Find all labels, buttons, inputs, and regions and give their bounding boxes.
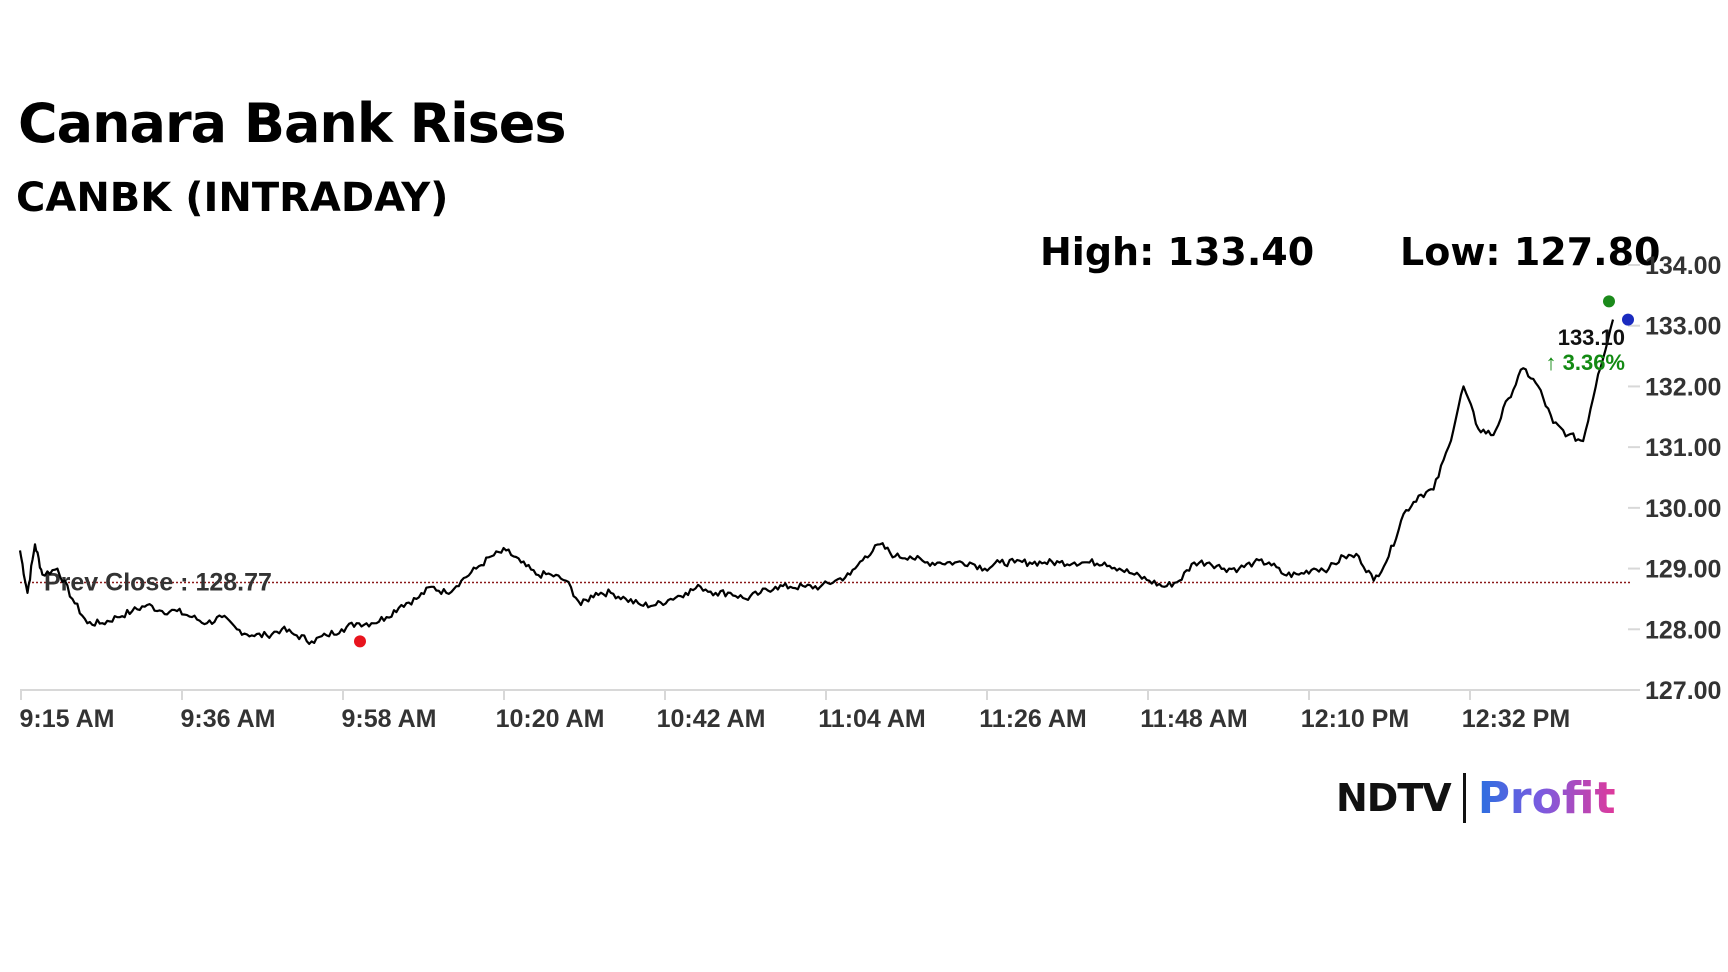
y-tick-label: 131.00 (1645, 434, 1721, 462)
logo-ndtv-text: NDTV (1336, 776, 1452, 820)
y-tick-label: 133.00 (1645, 313, 1721, 341)
y-tick-label: 130.00 (1645, 495, 1721, 523)
low-stat: Low: 127.80 (1400, 230, 1661, 274)
y-tick-label: 129.00 (1645, 556, 1721, 584)
y-tick-label: 127.00 (1645, 677, 1721, 705)
x-tick-label: 11:26 AM (979, 705, 1086, 733)
x-tick-label: 9:36 AM (181, 705, 276, 733)
ndtv-profit-logo: NDTV Profit (1336, 768, 1616, 828)
last-price-label: 133.10 (1558, 325, 1625, 350)
price-line (18, 319, 1615, 646)
prev-close-label: Prev Close : 128.77 (44, 569, 272, 597)
x-tick-label: 10:20 AM (496, 705, 605, 733)
x-tick-label: 12:32 PM (1462, 705, 1570, 733)
change-percent-label: ↑ 3.36% (1546, 350, 1626, 375)
x-tick-label: 9:15 AM (20, 705, 115, 733)
logo-profit-text: Profit (1477, 772, 1616, 824)
high-stat: High: 133.40 (1040, 230, 1315, 274)
x-tick-label: 12:10 PM (1301, 705, 1409, 733)
y-tick-label: 128.00 (1645, 616, 1721, 644)
chart-title: Canara Bank Rises (18, 92, 567, 155)
logo-divider (1462, 773, 1466, 823)
last-price-marker (1622, 313, 1634, 326)
y-tick-label: 134.00 (1645, 252, 1721, 280)
y-tick-label: 132.00 (1645, 373, 1721, 401)
x-tick-label: 9:58 AM (342, 705, 437, 733)
x-tick-label: 11:04 AM (818, 705, 925, 733)
chart-subtitle: CANBK (INTRADAY) (16, 175, 449, 221)
low-point-marker (354, 635, 366, 648)
high-point-marker (1603, 295, 1615, 308)
x-tick-label: 11:48 AM (1140, 705, 1247, 733)
x-tick-label: 10:42 AM (657, 705, 766, 733)
